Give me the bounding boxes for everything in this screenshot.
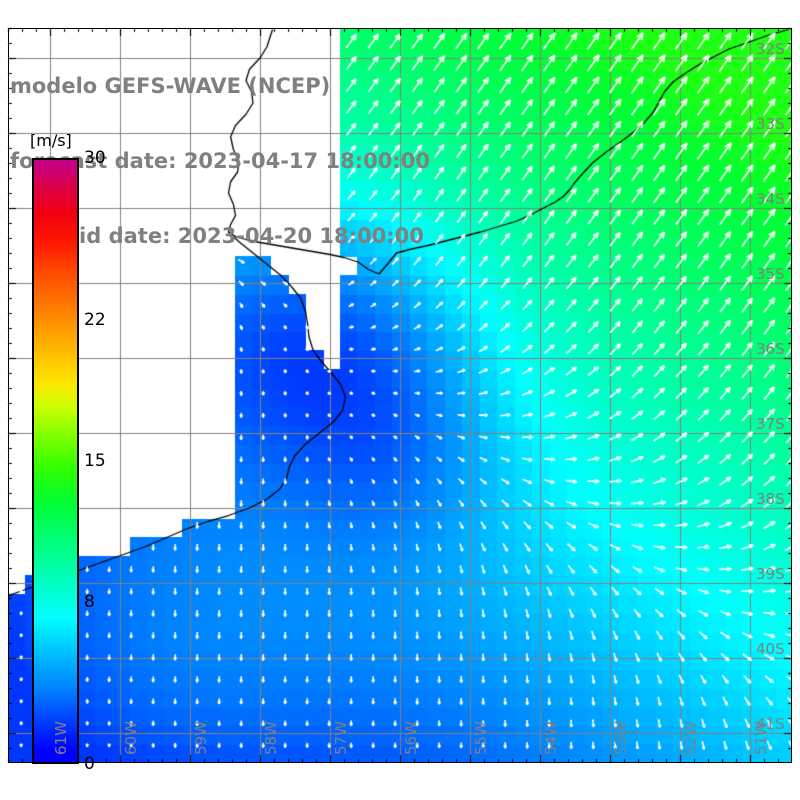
lat-label-34S: 34S [756,190,785,208]
lon-label-58W: 58W [262,721,280,755]
map-plot-area [8,28,792,763]
lon-label-53W: 53W [612,721,630,755]
colorbar [32,158,79,764]
wind-vector-arrows [8,28,792,763]
lon-label-59W: 59W [192,721,210,755]
lat-label-33S: 33S [756,115,785,133]
lon-label-61W: 61W [52,721,70,755]
colorbar-unit-label: [m/s] [30,131,72,150]
colorbar-tick-22: 22 [84,309,106,330]
lon-label-60W: 60W [122,721,140,755]
lon-label-55W: 55W [472,721,490,755]
lat-label-39S: 39S [756,565,785,583]
colorbar-tick-8: 8 [84,592,95,613]
lat-label-37S: 37S [756,415,785,433]
colorbar-tick-0: 0 [84,754,95,774]
lon-label-56W: 56W [402,721,420,755]
lat-label-36S: 36S [756,340,785,358]
colorbar-gradient [32,158,79,764]
lat-label-41S: 41S [756,715,785,733]
lon-label-52W: 52W [682,721,700,755]
lon-label-54W: 54W [542,721,560,755]
lat-label-35S: 35S [756,265,785,283]
lat-label-38S: 38S [756,490,785,508]
colorbar-tick-15: 15 [84,451,106,471]
lon-label-57W: 57W [332,721,350,755]
lat-label-40S: 40S [756,640,785,658]
colorbar-tick-30: 30 [84,148,106,168]
lat-label-32S: 32S [756,40,785,58]
